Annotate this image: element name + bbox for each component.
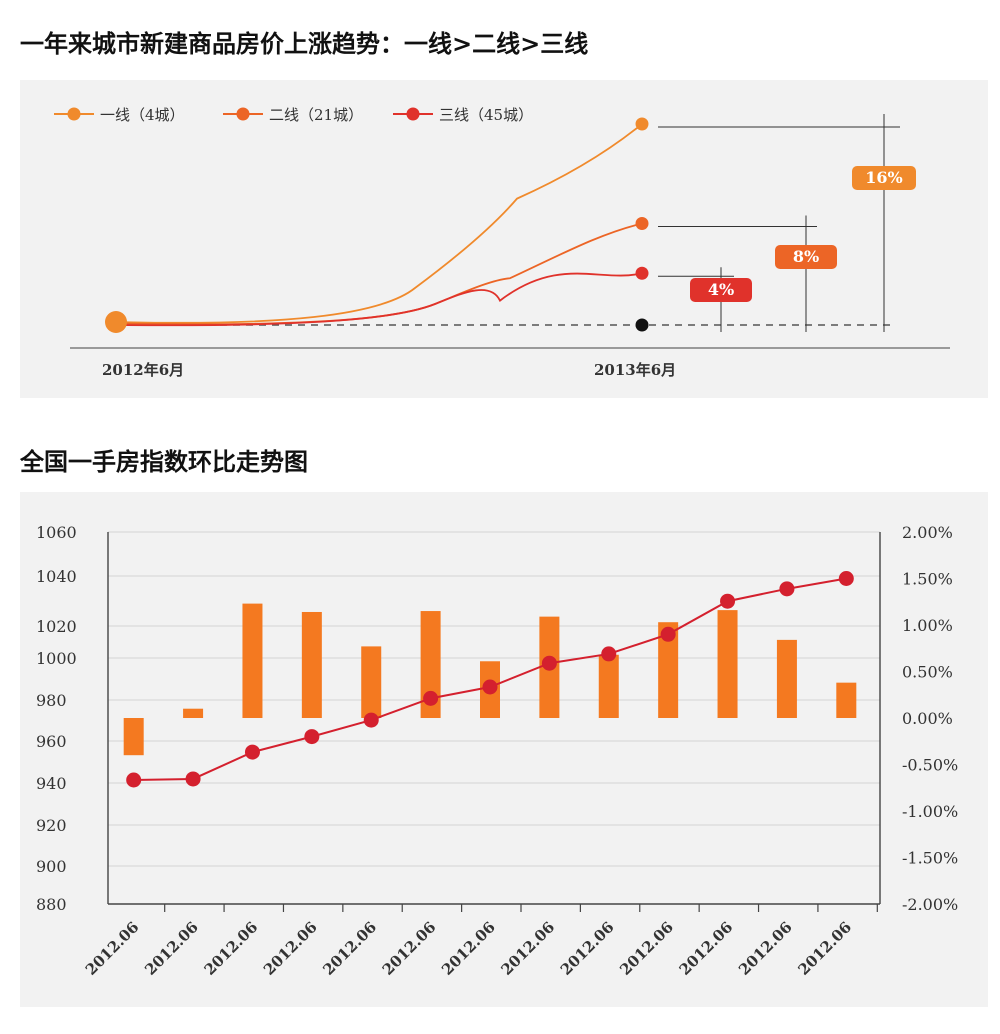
index-point-2 — [185, 771, 201, 787]
index-point-5 — [363, 712, 379, 728]
index-point-11 — [720, 593, 736, 609]
y-right-tick-3: 1.00% — [902, 616, 953, 635]
series-end-point-2 — [635, 217, 649, 230]
value-badge-label-2: 8% — [793, 247, 819, 266]
bar-12 — [776, 639, 797, 718]
chart2-title: 全国一手房指数环比走势图 — [20, 448, 308, 476]
index-point-10 — [660, 626, 676, 642]
y-right-tick-9: -2.00% — [902, 895, 958, 914]
index-point-3 — [244, 744, 260, 760]
legend-swatch-dot-1 — [67, 107, 81, 121]
index-point-7 — [482, 679, 498, 695]
y-left-tick-4: 1000 — [36, 649, 77, 668]
y-left-tick-2: 1040 — [36, 567, 77, 586]
x-tick-label-2: 2013年6月 — [594, 361, 676, 379]
value-badge-2 — [775, 245, 837, 269]
x-tick-label-13: 2012.06 — [794, 918, 855, 979]
bar-13 — [836, 682, 857, 718]
x-tick-label-7: 2012.06 — [438, 918, 499, 979]
y-right-tick-2: 1.50% — [902, 570, 953, 589]
x-tick-label-8: 2012.06 — [498, 918, 559, 979]
y-left-tick-7: 940 — [36, 774, 67, 793]
y-left-tick-5: 980 — [36, 691, 67, 710]
index-chart-panel: 1060 1040 1020 1000 980 960 940 920 900 880 2.00% 1… — [20, 492, 988, 1007]
chart1-title: 一年来城市新建商品房价上涨趋势：一线>二线>三线 — [20, 30, 589, 58]
y-right-tick-7: -1.00% — [902, 802, 958, 821]
bar-4 — [301, 611, 322, 718]
x-tick-label-10: 2012.06 — [616, 918, 677, 979]
x-tick-label-2: 2012.06 — [141, 918, 202, 979]
value-badge-3 — [690, 278, 752, 302]
series-line-3 — [115, 272, 643, 327]
baseline-end-point — [635, 318, 649, 332]
series-line-1 — [115, 123, 643, 324]
legend-label-1: 一线（4城） — [100, 106, 185, 124]
bar-1 — [123, 718, 144, 756]
y-right-tick-8: -1.50% — [902, 849, 958, 868]
index-point-1 — [126, 772, 142, 788]
bar-2 — [183, 708, 204, 718]
x-tick-label-11: 2012.06 — [676, 918, 737, 979]
index-point-6 — [423, 690, 439, 706]
y-right-tick-5: 0.00% — [902, 709, 953, 728]
x-tick-label-9: 2012.06 — [557, 918, 618, 979]
bar-3 — [242, 603, 263, 718]
y-left-tick-1: 1060 — [36, 523, 77, 542]
x-tick-label-12: 2012.06 — [735, 918, 796, 979]
y-right-tick-1: 2.00% — [902, 523, 953, 542]
legend-label-2: 二线（21城） — [269, 106, 363, 124]
y-left-tick-3: 1020 — [36, 617, 77, 636]
legend-swatch-dot-2 — [236, 107, 250, 121]
index-point-12 — [779, 581, 795, 597]
index-point-9 — [601, 646, 617, 662]
legend-swatch-dot-3 — [406, 107, 420, 121]
legend-label-3: 三线（45城） — [439, 106, 533, 124]
value-badge-label-3: 4% — [708, 280, 734, 299]
index-point-8 — [541, 655, 557, 671]
index-point-13 — [838, 571, 854, 586]
series-end-point-1 — [635, 117, 649, 131]
x-tick-label-4: 2012.06 — [260, 918, 321, 979]
y-left-tick-6: 960 — [36, 732, 67, 751]
y-left-tick-9: 900 — [36, 857, 67, 876]
bar-5 — [361, 646, 382, 718]
value-badge-1 — [852, 166, 916, 190]
y-left-tick-10: 880 — [36, 895, 67, 914]
series-end-point-3 — [635, 266, 649, 280]
y-left-tick-8: 920 — [36, 816, 67, 835]
trend-chart: 16% 8% 4% 一线（4城） 二线（21城） 三线（45城） 2012年6月 2013年6… — [54, 106, 950, 379]
x-tick-label-3: 2012.06 — [201, 918, 262, 979]
trend-chart-panel: 16% 8% 4% 一线（4城） 二线（21城） 三线（45城） 2012年6月 2013年6… — [20, 80, 988, 398]
index-point-4 — [304, 729, 320, 745]
x-tick-label-6: 2012.06 — [379, 918, 440, 979]
start-point — [105, 311, 127, 333]
bar-10 — [658, 622, 679, 718]
y-right-tick-6: -0.50% — [902, 756, 958, 775]
x-tick-label-1: 2012.06 — [82, 918, 143, 979]
x-tick-label-5: 2012.06 — [319, 918, 380, 979]
bar-9 — [598, 654, 619, 718]
bar-6 — [420, 611, 441, 718]
value-badge-label-1: 16% — [865, 168, 902, 187]
x-tick-label-1: 2012年6月 — [102, 361, 184, 379]
y-right-tick-4: 0.50% — [902, 663, 953, 682]
bar-11 — [717, 610, 738, 718]
index-chart: 1060 1040 1020 1000 980 960 940 920 900 880 2.00% 1… — [36, 523, 958, 979]
